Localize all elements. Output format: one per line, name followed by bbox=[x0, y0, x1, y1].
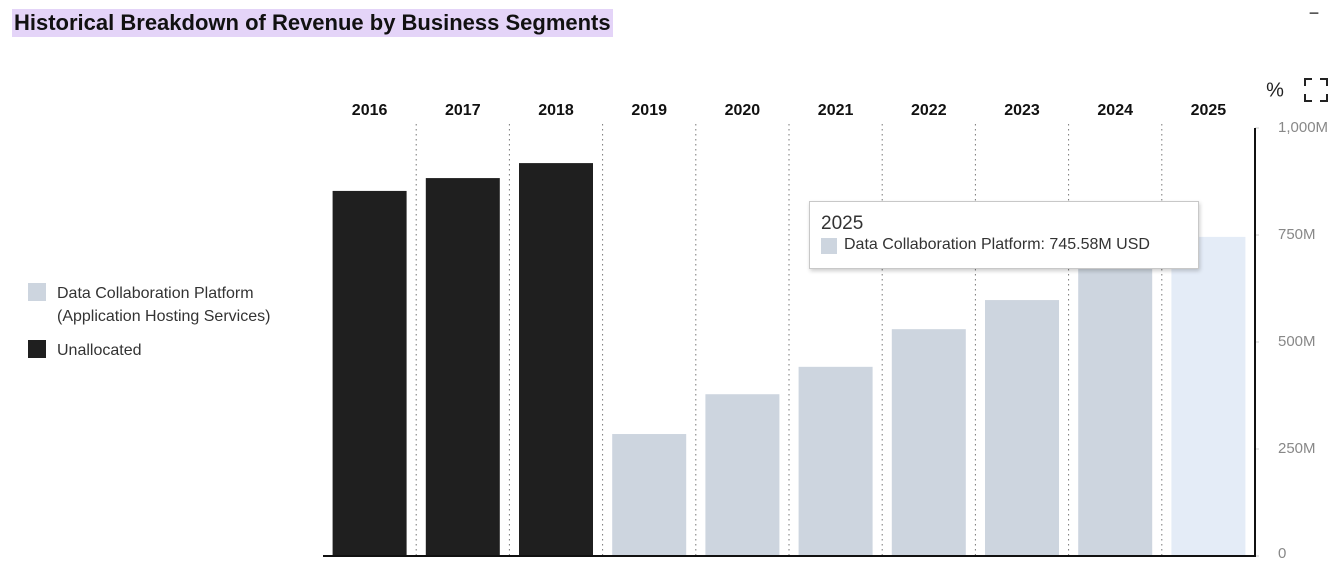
tooltip-title: 2025 bbox=[821, 213, 864, 234]
y-tick-label: 750M bbox=[1278, 226, 1316, 243]
tooltip: 2025 Data Collaboration Platform: 745.58… bbox=[809, 201, 1199, 269]
y-tick-label: 0 bbox=[1278, 545, 1286, 562]
x-tick-label: 2023 bbox=[1004, 102, 1040, 119]
collapse-button[interactable]: − bbox=[1309, 3, 1320, 23]
x-tick-label: 2019 bbox=[631, 102, 667, 119]
bar bbox=[798, 366, 873, 556]
tooltip-text: Data Collaboration Platform: 745.58M USD bbox=[844, 236, 1150, 253]
tooltip-swatch bbox=[821, 238, 837, 254]
percent-toggle[interactable]: % bbox=[1266, 79, 1284, 101]
x-tick-label: 2016 bbox=[352, 102, 388, 119]
bar bbox=[332, 190, 407, 556]
y-tick-label: 250M bbox=[1278, 440, 1316, 457]
bar bbox=[612, 434, 687, 556]
bar bbox=[1171, 236, 1246, 556]
x-tick-label: 2020 bbox=[725, 102, 761, 119]
fullscreen-button[interactable] bbox=[1304, 78, 1328, 102]
legend-label: Data Collaboration Platform (Application… bbox=[57, 285, 271, 325]
x-tick-label: 2025 bbox=[1191, 102, 1227, 119]
bar bbox=[1078, 264, 1153, 556]
bar bbox=[891, 329, 966, 556]
bar bbox=[425, 178, 500, 557]
x-tick-label: 2022 bbox=[911, 102, 947, 119]
x-tick-label: 2017 bbox=[445, 102, 481, 119]
x-tick-label: 2018 bbox=[538, 102, 574, 119]
legend-label: Unallocated bbox=[57, 342, 142, 359]
bar bbox=[705, 394, 780, 556]
x-tick-label: 2021 bbox=[818, 102, 854, 119]
legend-swatch bbox=[28, 340, 46, 358]
y-tick-label: 1,000M bbox=[1278, 119, 1328, 136]
y-tick-label: 500M bbox=[1278, 333, 1316, 350]
x-tick-label: 2024 bbox=[1097, 102, 1133, 119]
legend-swatch bbox=[28, 283, 46, 301]
chart-title: Historical Breakdown of Revenue by Busin… bbox=[12, 9, 613, 37]
bar bbox=[985, 300, 1059, 556]
bar bbox=[519, 163, 593, 556]
